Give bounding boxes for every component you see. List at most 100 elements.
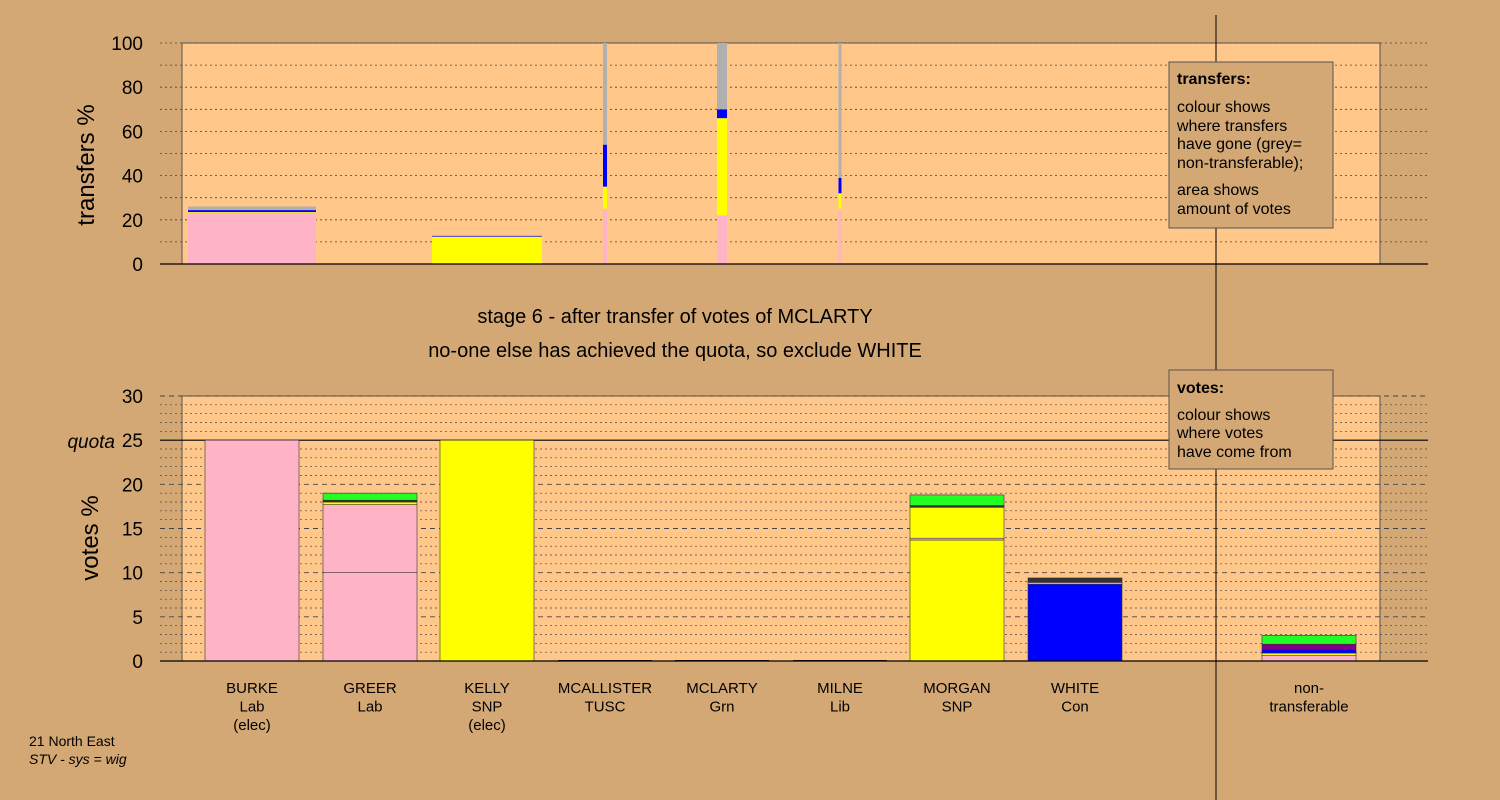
votes-bar-segment [322, 492, 418, 501]
votes-bars [204, 439, 1357, 662]
votes-y-tick: 15 [122, 520, 143, 541]
candidate-name: MILNE [817, 680, 863, 697]
system-label: STV - sys = wig [29, 751, 127, 767]
transfers-bar-segment [717, 43, 727, 110]
candidate-note: (elec) [468, 717, 506, 734]
transfers-bar-segment [717, 118, 727, 216]
candidate-party: Lab [239, 699, 264, 716]
votes-legend-line: where votes [1176, 425, 1263, 442]
candidate-party: SNP [472, 699, 503, 716]
transfers-y-tick: 20 [122, 211, 143, 232]
transfers-bar-segment [717, 215, 727, 264]
transfers-legend-line: amount of votes [1177, 201, 1291, 218]
votes-bar-segment [1261, 655, 1357, 662]
votes-bar-segment [909, 494, 1005, 506]
candidate-party: Lib [830, 699, 850, 716]
candidate-name: MORGAN [923, 680, 991, 697]
transfers-bar-segment [603, 43, 607, 145]
candidate-name: non- [1294, 680, 1324, 697]
votes-bar-segment [1261, 652, 1357, 656]
transfers-legend: transfers: colour shows where transfers … [1168, 61, 1334, 229]
candidate-name: GREER [343, 680, 397, 697]
candidate-party: transferable [1269, 699, 1348, 716]
votes-bar-greer [322, 492, 418, 662]
votes-bar-segment [204, 439, 300, 662]
votes-bar-segment [909, 506, 1005, 539]
transfers-bar-burke [188, 206, 316, 264]
votes-y-ticks: 0 5 10 15 20 25 30 [122, 387, 143, 673]
transfers-bar-segment [188, 206, 316, 211]
candidate-name: MCALLISTER [558, 680, 652, 697]
votes-y-tick: 20 [122, 475, 143, 496]
transfers-bar-segment [838, 177, 842, 194]
quota-label: quota [67, 432, 115, 453]
candidate-labels: BURKELab(elec)GREERLabKELLYSNP(elec)MCAL… [226, 680, 1348, 734]
transfers-bar-segment [838, 43, 842, 178]
votes-bar-burke [204, 439, 300, 662]
candidate-note: (elec) [233, 717, 271, 734]
votes-y-tick: 5 [132, 608, 143, 629]
transfers-bar-segment [188, 210, 316, 213]
transfers-y-tick: 0 [132, 255, 143, 276]
transfers-bar-segment [603, 208, 607, 264]
votes-bar-segment [1261, 635, 1357, 645]
candidate-name: MCLARTY [686, 680, 757, 697]
transfers-legend-line: have gone (grey= [1177, 136, 1302, 153]
votes-bar-segment [1261, 643, 1357, 650]
votes-legend-line: colour shows [1177, 407, 1270, 424]
transfers-bars [188, 43, 842, 264]
votes-y-tick: 25 [122, 431, 143, 452]
votes-bar-segment [1027, 577, 1123, 583]
votes-legend-title: votes: [1177, 380, 1224, 397]
votes-bar-white [1027, 577, 1123, 662]
transfers-y-label: transfers % [73, 104, 100, 225]
transfers-bar-mcallister [603, 43, 607, 264]
stage-title: stage 6 - after transfer of votes of MCL… [477, 306, 872, 328]
transfers-y-ticks: 0 20 40 60 80 100 [111, 34, 143, 276]
transfers-y-tick: 40 [122, 167, 143, 188]
transfers-bar-segment [432, 236, 542, 237]
candidate-name: WHITE [1051, 680, 1099, 697]
votes-bar-segment [1261, 649, 1357, 654]
transfers-bar-segment [432, 236, 542, 264]
transfers-legend-line: where transfers [1176, 118, 1287, 135]
transfers-legend-title: transfers: [1177, 71, 1251, 88]
transfers-legend-line: colour shows [1177, 99, 1270, 116]
transfers-legend-box [1168, 61, 1334, 229]
votes-y-tick: 10 [122, 564, 143, 585]
region-label: 21 North East [29, 733, 115, 749]
transfers-bar-segment [717, 109, 727, 119]
votes-bar-segment [322, 504, 418, 573]
transfers-bar-segment [188, 212, 316, 213]
transfers-bar-milne [838, 43, 842, 264]
candidate-name: KELLY [464, 680, 510, 697]
transfers-bar-segment [432, 235, 542, 237]
stage-subtitle: no-one else has achieved the quota, so e… [428, 340, 922, 362]
votes-bar-kelly [439, 439, 535, 662]
votes-bar-morgan [909, 494, 1005, 662]
votes-legend-line: have come from [1177, 444, 1292, 461]
candidate-name: BURKE [226, 680, 278, 697]
candidate-party: Lab [357, 699, 382, 716]
votes-bar-segment [909, 539, 1005, 662]
votes-y-tick: 0 [132, 652, 143, 673]
votes-bar-segment [322, 572, 418, 662]
transfers-bar-segment [188, 212, 316, 264]
votes-legend: votes: colour shows where votes have com… [1168, 369, 1334, 470]
transfers-y-tick: 60 [122, 122, 143, 143]
transfers-y-tick: 100 [111, 34, 143, 55]
transfers-bar-segment [838, 208, 842, 264]
candidate-party: Grn [709, 699, 734, 716]
candidate-party: SNP [942, 699, 973, 716]
transfers-bar-segment [603, 144, 607, 187]
votes-bar-segment [322, 501, 418, 505]
transfers-bar-mclarty [717, 43, 727, 264]
candidate-party: Con [1061, 699, 1089, 716]
votes-y-tick: 30 [122, 387, 143, 408]
transfers-bar-kelly [432, 235, 542, 264]
candidate-party: TUSC [585, 699, 626, 716]
transfers-bar-segment [603, 186, 607, 209]
transfers-legend-line: area shows [1177, 182, 1259, 199]
transfers-bar-segment [838, 193, 842, 209]
